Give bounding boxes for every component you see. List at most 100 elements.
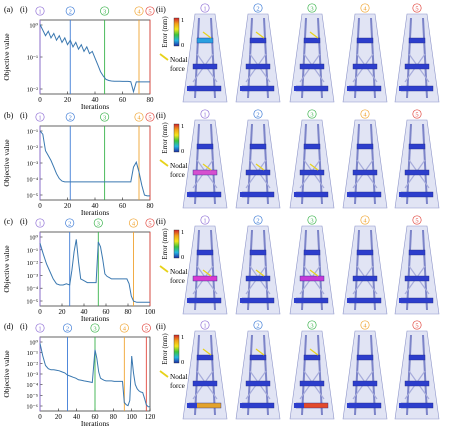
y-axis-label: Objective value [2, 350, 11, 398]
iteration-marker-label: 3 [310, 218, 313, 225]
tower-pole [354, 229, 360, 311]
tower-base-block [399, 298, 409, 303]
nodal-force-arrow [255, 31, 265, 39]
tower-base-block [187, 298, 197, 303]
y-tick-label: 10⁻⁵ [26, 393, 38, 400]
iteration-marker-label: 1 [203, 6, 206, 13]
nodal-force-arrow [202, 163, 212, 171]
nodal-force-arrow [255, 163, 265, 171]
tower-base-block [240, 298, 250, 303]
chart-panel-2: (c) (i) Objective value 10⁰ 10⁻¹ 10⁻² 10⁻³ 10⁻⁴… [2, 217, 156, 323]
iteration-marker-label: 5 [415, 323, 418, 330]
tower-beam [192, 63, 218, 70]
x-tick-label: 100 [145, 308, 156, 316]
colorbar [173, 334, 180, 364]
tower-beam [299, 169, 325, 176]
tower-base-block [399, 192, 409, 197]
iteration-marker-label: 5 [415, 218, 418, 225]
chart-panel-3: (d) (i) Objective value 10⁰ 10⁻¹ 10⁻² 10⁻³ 10⁻⁴… [2, 322, 156, 428]
tower-pole [406, 334, 412, 416]
tower-base-block [187, 192, 197, 197]
tower-beam [352, 63, 378, 70]
y-tick-label: 10⁻⁴ [26, 382, 38, 389]
panel-letter: (b) [4, 111, 14, 120]
iteration-marker-label: 2 [68, 221, 71, 228]
iteration-marker-circle [307, 320, 317, 330]
y-tick-label: 10⁻¹ [27, 129, 38, 136]
colorbar-max-label: 1 [181, 17, 184, 24]
tower-pole [247, 334, 253, 416]
x-tick-label: 20 [59, 308, 67, 316]
tower-beam [352, 380, 378, 387]
iteration-marker-label: 3 [310, 323, 313, 330]
sub-label: (i) [20, 111, 28, 120]
objective-series-line [39, 130, 150, 197]
tower-pole [263, 229, 269, 311]
tower-model [394, 330, 440, 420]
tower-model [182, 13, 228, 103]
x-axis-label: Iterations [81, 102, 109, 111]
sub-label: (ii) [156, 322, 166, 331]
x-tick-label: 100 [126, 413, 137, 421]
iteration-marker-label: 1 [38, 9, 41, 16]
y-tick-label: 10⁻² [27, 260, 38, 267]
tower-beam [245, 169, 271, 176]
tower-model [289, 330, 335, 420]
plot-frame [39, 125, 151, 201]
iteration-marker-label: 1 [38, 115, 41, 122]
colorbar [173, 123, 180, 153]
iteration-marker-circle [141, 323, 151, 333]
colorbar-label: Error (mm) [162, 228, 169, 259]
iteration-marker-label: 3 [310, 6, 313, 13]
iteration-marker-circle [35, 6, 45, 16]
y-tick-label: 10⁻⁶ [26, 404, 38, 411]
tower-model [394, 225, 440, 315]
tower-base-block [294, 192, 304, 197]
iteration-marker-label: 5 [148, 9, 151, 16]
iteration-marker-label: 2 [69, 9, 72, 16]
iteration-marker-circle [360, 3, 370, 13]
x-tick-label: 60 [103, 308, 111, 316]
panel-letter: (a) [4, 5, 13, 14]
iteration-marker-label: 2 [256, 323, 259, 330]
x-tick-label: 0 [38, 413, 42, 421]
sub-label: (i) [20, 217, 28, 226]
iteration-marker-circle [145, 112, 155, 122]
tower-pole [263, 334, 269, 416]
tower-pole [354, 334, 360, 416]
tower-pole [317, 123, 323, 205]
x-axis-label: Iterations [81, 208, 109, 217]
tower-beam [408, 37, 426, 44]
iteration-marker-circle [253, 320, 263, 330]
x-axis-label: Iterations [81, 419, 109, 428]
tower-base-block [347, 403, 357, 408]
iteration-marker-circle [200, 3, 210, 13]
tower-beam [408, 143, 426, 150]
iteration-marker-label: 3 [93, 326, 96, 333]
tower-pole [422, 229, 428, 311]
x-tick-label: 40 [92, 96, 100, 104]
panel-letter: (d) [4, 322, 14, 331]
tower-pole [370, 229, 376, 311]
tower-pole [210, 229, 216, 311]
iteration-marker-circle [35, 323, 45, 333]
iteration-marker-label: 4 [132, 221, 136, 228]
tower-pole [354, 123, 360, 205]
x-tick-label: 40 [73, 413, 81, 421]
y-tick-label: 10⁻⁵ [26, 193, 38, 200]
colorbar [173, 17, 180, 47]
iteration-marker-label: 4 [363, 6, 367, 13]
tower-beam [249, 249, 267, 256]
colorbar [173, 229, 180, 259]
iteration-marker-label: 3 [103, 115, 106, 122]
x-tick-label: 20 [64, 202, 72, 210]
tower-beam [249, 354, 267, 361]
tower-pole [354, 17, 360, 99]
tower-pole [263, 17, 269, 99]
x-tick-label: 120 [145, 413, 156, 421]
legend-label: force [170, 277, 185, 285]
iteration-marker-circle [360, 109, 370, 119]
tower-model [182, 119, 228, 209]
